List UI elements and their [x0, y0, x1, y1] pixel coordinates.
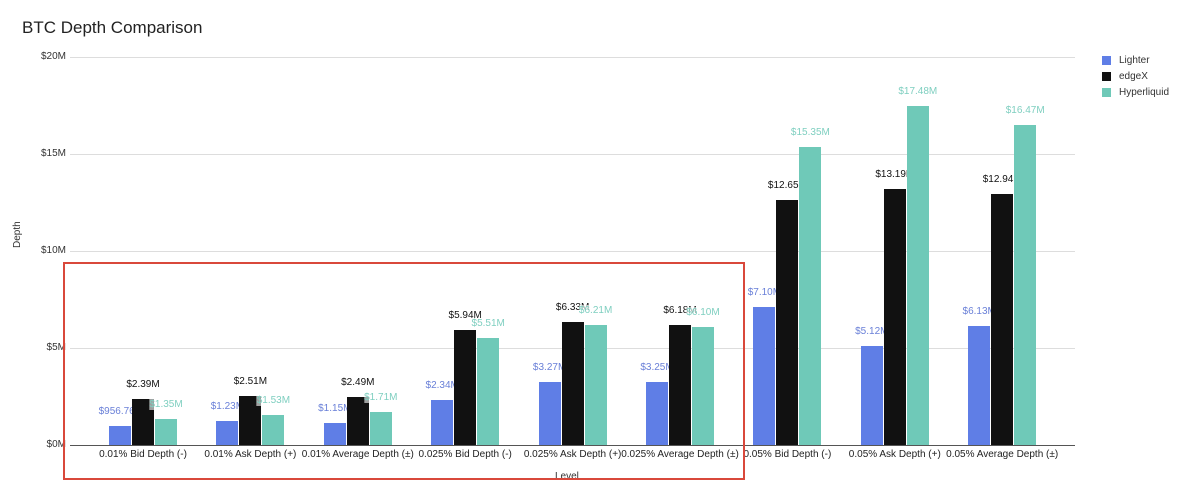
legend-swatch-icon — [1102, 55, 1111, 65]
data-label-edgex: $2.51M — [233, 376, 268, 388]
data-label-edgex: $13.19M — [875, 169, 915, 181]
data-label-lighter: $2.34M — [425, 379, 459, 391]
data-label-hyperliquid: $6.21M — [578, 304, 613, 316]
bar-edgex[interactable] — [561, 322, 584, 445]
bar-hyperliquid[interactable] — [584, 324, 607, 445]
chart-title: BTC Depth Comparison — [22, 18, 203, 37]
data-label-hyperliquid: $17.48M — [898, 85, 938, 97]
bar-lighter[interactable] — [109, 426, 131, 445]
x-tick-label: 0.01% Bid Depth (-) — [99, 449, 187, 460]
x-tick-label: 0.05% Ask Depth (+) — [848, 449, 941, 460]
bar-edgex[interactable] — [776, 199, 799, 445]
bar-hyperliquid[interactable] — [262, 415, 285, 445]
bar-edgex[interactable] — [669, 325, 691, 445]
data-label-hyperliquid: $5.51M — [471, 318, 505, 330]
legend-label: Hyperliquid — [1119, 86, 1170, 98]
x-tick-label: 0.05% Average Depth (±) — [946, 449, 1059, 460]
bar-edgex[interactable] — [991, 193, 1014, 445]
data-label-edgex: $6.18M — [663, 305, 697, 317]
data-label-hyperliquid: $1.53M — [256, 395, 291, 407]
data-label-lighter: $6.13M — [962, 306, 996, 318]
data-label-hyperliquid: $6.10M — [686, 306, 720, 318]
gridline — [70, 251, 1075, 252]
legend: Lighter edgeX Hyperliquid — [1102, 52, 1169, 100]
legend-swatch-icon — [1102, 87, 1111, 97]
data-label-lighter: $1.23M — [210, 401, 245, 413]
y-tick-label: $0M — [46, 439, 66, 450]
y-tick-label: $20M — [40, 51, 66, 62]
bar-hyperliquid[interactable] — [155, 418, 177, 445]
bar-lighter[interactable] — [216, 421, 239, 445]
bar-hyperliquid[interactable] — [1014, 125, 1037, 445]
x-axis-label: Level — [555, 471, 579, 482]
data-label-lighter: $956.76K — [98, 406, 142, 418]
data-label-edgex: $6.33M — [555, 302, 590, 314]
data-label-hyperliquid: $1.71M — [364, 391, 398, 403]
bar-hyperliquid[interactable] — [692, 326, 714, 445]
data-label-hyperliquid: $1.35M — [149, 398, 183, 410]
bar-hyperliquid[interactable] — [799, 147, 822, 445]
bar-lighter[interactable] — [646, 381, 668, 445]
data-label-lighter: $3.25M — [640, 361, 674, 373]
y-axis-label: Depth — [12, 221, 23, 248]
x-tick-label: 0.025% Ask Depth (+) — [523, 449, 622, 460]
data-label-hyperliquid: $15.35M — [790, 127, 830, 139]
gridline — [70, 57, 1075, 58]
bar-lighter[interactable] — [431, 399, 454, 445]
data-label-lighter: $3.27M — [532, 361, 567, 373]
y-tick-label: $5M — [46, 342, 66, 353]
data-label-edgex: $5.94M — [448, 309, 482, 321]
bar-hyperliquid[interactable] — [369, 411, 392, 445]
data-label-lighter: $5.12M — [855, 325, 889, 337]
x-tick-label: 0.01% Ask Depth (+) — [204, 449, 297, 460]
x-tick-label: 0.025% Bid Depth (-) — [418, 449, 512, 460]
data-label-edgex: $12.94M — [982, 173, 1022, 185]
data-label-edgex: $2.49M — [341, 376, 375, 388]
bar-edgex[interactable] — [239, 396, 262, 445]
legend-swatch-icon — [1102, 71, 1111, 81]
bar-edgex[interactable] — [132, 398, 154, 445]
y-tick-label: $15M — [40, 148, 66, 159]
data-label-edgex: $2.39M — [126, 378, 160, 390]
bar-lighter[interactable] — [860, 345, 883, 445]
bar-edgex[interactable] — [346, 396, 369, 445]
x-tick-label: 0.05% Bid Depth (-) — [743, 449, 832, 460]
bar-edgex[interactable] — [883, 189, 906, 445]
bar-lighter[interactable] — [323, 422, 346, 445]
legend-item-hyperliquid[interactable]: Hyperliquid — [1102, 84, 1169, 100]
legend-label: edgeX — [1119, 70, 1148, 82]
data-label-lighter: $7.10M — [747, 287, 782, 299]
bar-hyperliquid[interactable] — [477, 338, 500, 445]
legend-item-edgex[interactable]: edgeX — [1102, 68, 1169, 84]
legend-label: Lighter — [1119, 54, 1150, 66]
bar-lighter[interactable] — [968, 326, 991, 445]
gridline — [70, 154, 1075, 155]
bar-edgex[interactable] — [454, 329, 477, 445]
x-tick-label: 0.01% Average Depth (±) — [301, 449, 414, 460]
data-label-hyperliquid: $16.47M — [1005, 105, 1045, 117]
legend-item-lighter[interactable]: Lighter — [1102, 52, 1169, 68]
x-axis-line — [70, 445, 1075, 446]
x-tick-label: 0.025% Average Depth (±) — [621, 449, 739, 460]
data-label-edgex: $12.65M — [767, 179, 807, 191]
bar-hyperliquid[interactable] — [906, 105, 929, 445]
bar-lighter[interactable] — [753, 307, 776, 445]
y-tick-label: $10M — [40, 245, 66, 256]
bar-lighter[interactable] — [538, 381, 561, 445]
data-label-lighter: $1.15M — [318, 402, 352, 414]
